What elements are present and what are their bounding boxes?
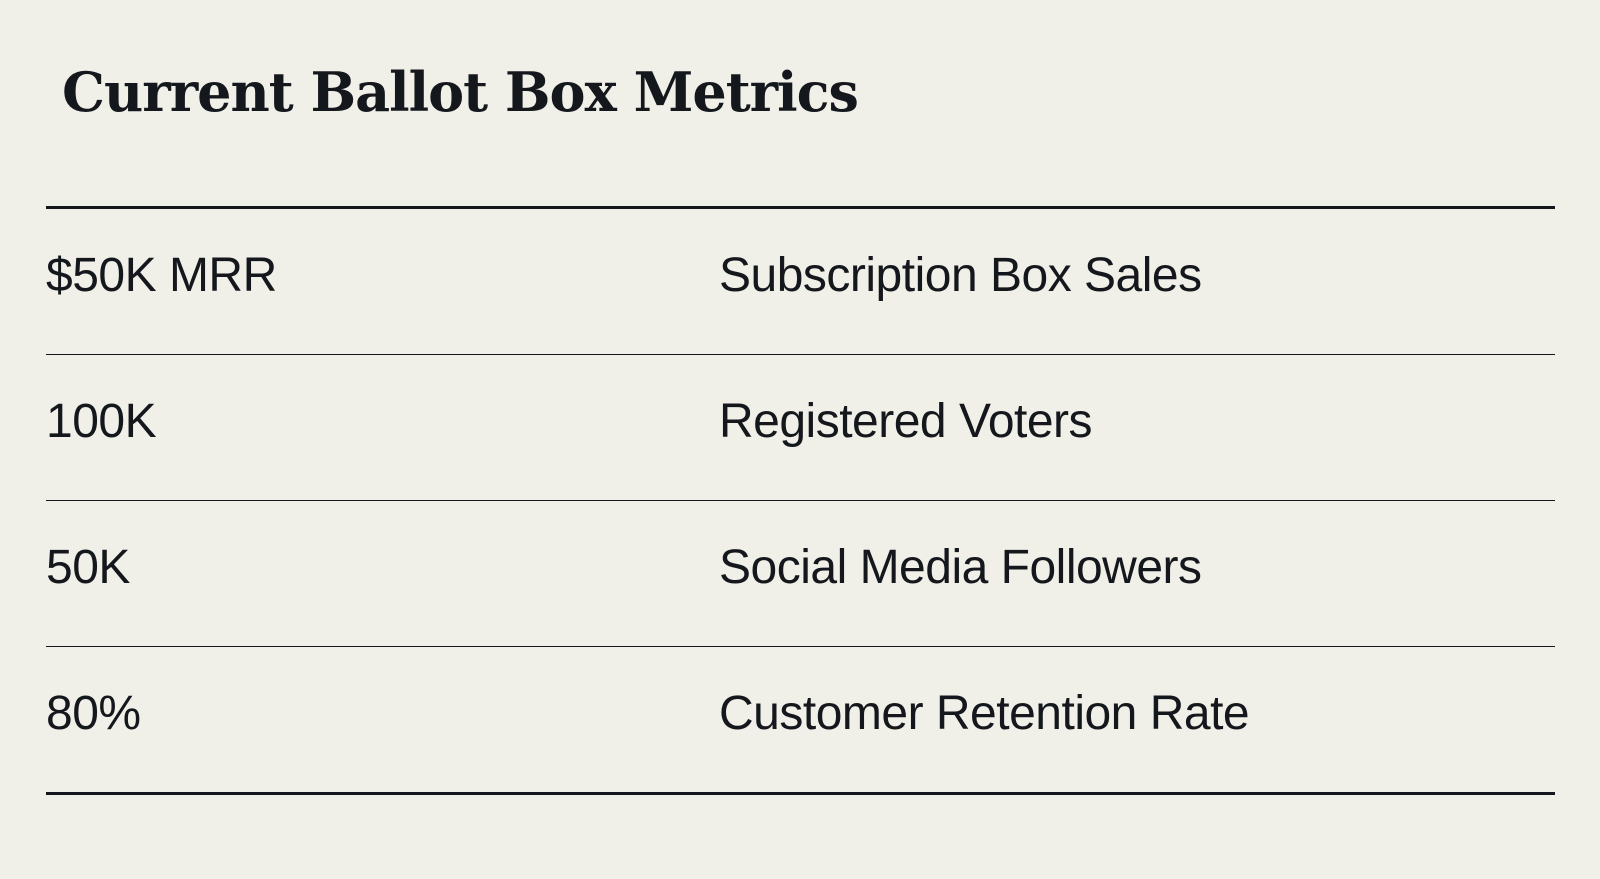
metric-value: 50K	[46, 541, 130, 594]
metric-row-registered-voters: 100K Registered Voters	[46, 354, 1555, 500]
metric-label: Registered Voters	[719, 395, 1093, 448]
metrics-table: $50K MRR Subscription Box Sales 100K Reg…	[46, 206, 1555, 795]
metric-row-social-followers: 50K Social Media Followers	[46, 500, 1555, 646]
page-title: Current Ballot Box Metrics	[62, 60, 859, 124]
metric-value: 100K	[46, 395, 157, 448]
metric-label: Subscription Box Sales	[719, 249, 1202, 302]
metric-row-subscription-sales: $50K MRR Subscription Box Sales	[46, 209, 1555, 354]
metric-label: Customer Retention Rate	[719, 687, 1250, 740]
metric-label: Social Media Followers	[719, 541, 1202, 594]
metric-value: $50K MRR	[46, 249, 277, 302]
metric-value: 80%	[46, 687, 141, 740]
metric-row-retention-rate: 80% Customer Retention Rate	[46, 646, 1555, 792]
